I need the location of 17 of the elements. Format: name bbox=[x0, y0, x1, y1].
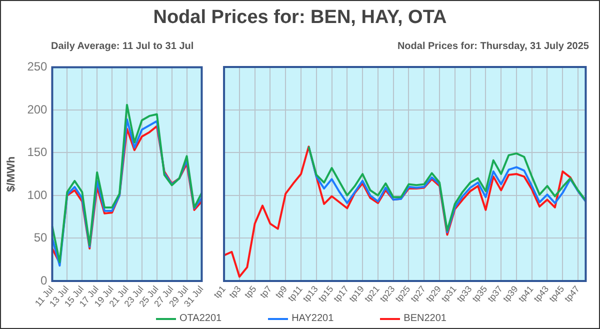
y-axis-title: $/MWh bbox=[6, 156, 18, 192]
legend-label: BEN2201 bbox=[404, 313, 446, 324]
x-tick-label: tp3 bbox=[227, 284, 243, 300]
legend-label: OTA2201 bbox=[180, 313, 222, 324]
y-tick-label: 0 bbox=[40, 273, 48, 288]
x-tick-label: tp1 bbox=[212, 284, 228, 300]
text: Nodal Prices for: BEN, HAY, OTA bbox=[152, 7, 448, 29]
chart-subtitle: Daily Average: 11 Jul to 31 Jul bbox=[50, 41, 195, 54]
x-tick-label: tp7 bbox=[258, 284, 274, 300]
y-tick-label: 250 bbox=[27, 60, 48, 74]
y-tick-label: 150 bbox=[27, 145, 48, 160]
y-tick-label: 50 bbox=[34, 230, 48, 245]
y-tick-label: 200 bbox=[27, 102, 48, 116]
chart-subtitle: Nodal Prices for: Thursday, 31 July 2025 bbox=[396, 41, 590, 54]
y-tick-label: 100 bbox=[27, 188, 48, 202]
legend-label: HAY2201 bbox=[292, 313, 334, 324]
x-tick-label: tp5 bbox=[242, 284, 258, 300]
